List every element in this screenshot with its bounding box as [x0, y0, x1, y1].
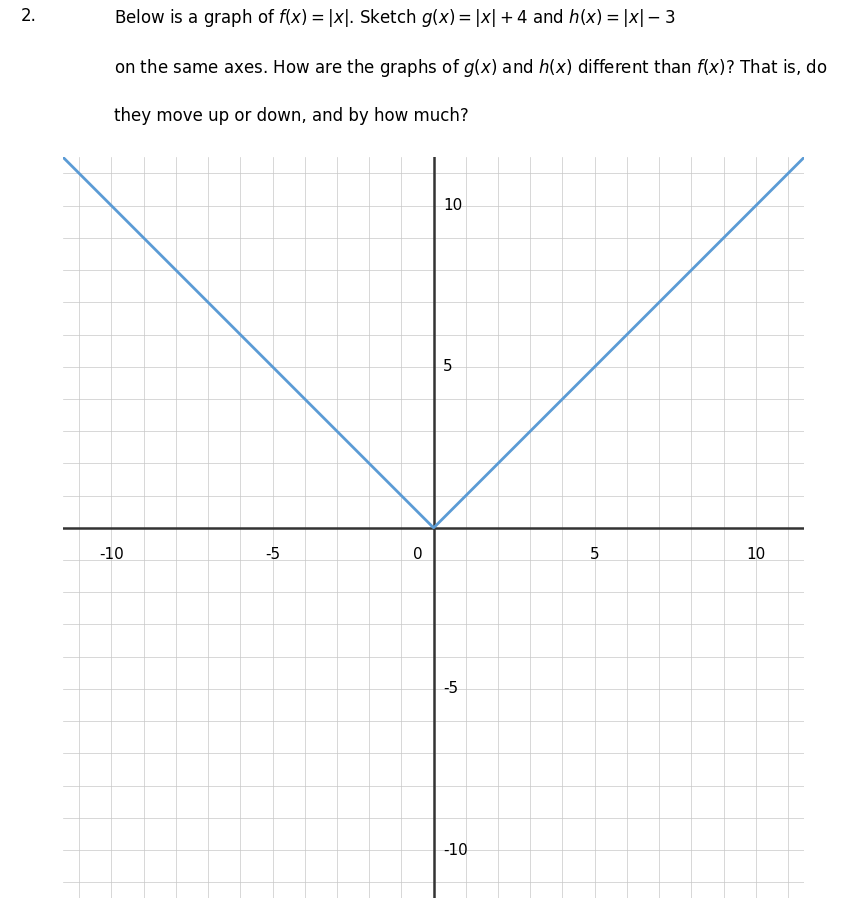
- Text: Below is a graph of $f(x) = |x|$. Sketch $g(x) = |x| + 4$ and $h(x) = |x| - 3$: Below is a graph of $f(x) = |x|$. Sketch…: [114, 7, 675, 29]
- Text: 5: 5: [590, 547, 600, 562]
- Text: -10: -10: [99, 547, 124, 562]
- Text: -10: -10: [443, 843, 468, 857]
- Text: they move up or down, and by how much?: they move up or down, and by how much?: [114, 106, 468, 125]
- Text: 10: 10: [746, 547, 765, 562]
- Text: 2.: 2.: [21, 7, 37, 25]
- Text: on the same axes. How are the graphs of $g(x)$ and $h(x)$ different than $f(x)$?: on the same axes. How are the graphs of …: [114, 57, 828, 79]
- Text: 5: 5: [443, 359, 453, 375]
- Text: -5: -5: [443, 681, 458, 697]
- Text: 0: 0: [413, 547, 423, 562]
- Text: -5: -5: [265, 547, 280, 562]
- Text: 10: 10: [443, 198, 462, 213]
